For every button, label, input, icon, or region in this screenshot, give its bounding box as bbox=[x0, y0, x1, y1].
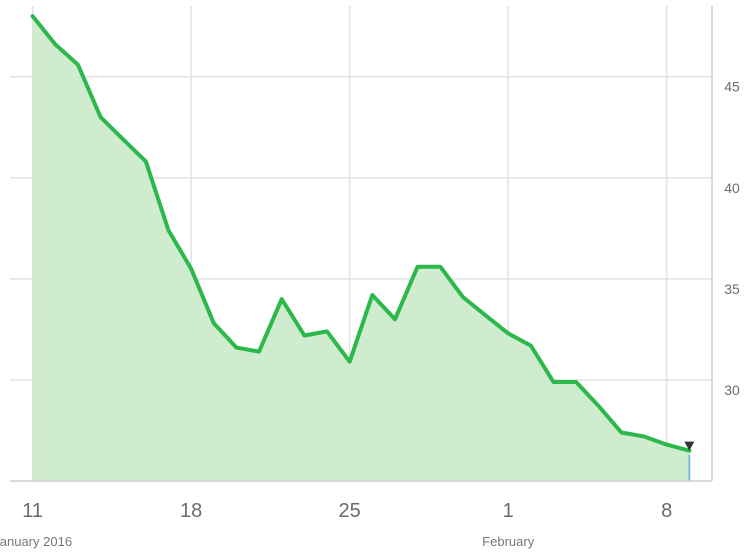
last-value-triangle bbox=[684, 441, 695, 451]
y-tick-label: 45 bbox=[724, 79, 740, 95]
area-path bbox=[32, 16, 690, 481]
x-tick-label: 25 bbox=[339, 500, 361, 522]
line-path bbox=[30, 14, 692, 453]
x-tick-label: 8 bbox=[661, 500, 672, 522]
x-sublabel: February bbox=[482, 534, 535, 549]
y-tick-label: 40 bbox=[724, 180, 740, 196]
x-tick-label: 1 bbox=[503, 500, 514, 522]
y-tick-label: 30 bbox=[724, 382, 740, 398]
x-sublabel: January 2016 bbox=[0, 534, 72, 549]
axes bbox=[10, 6, 713, 482]
area-fill bbox=[32, 16, 690, 481]
x-tick-label: 11 bbox=[22, 500, 43, 522]
price-line bbox=[30, 14, 692, 453]
x-tick-label: 18 bbox=[180, 500, 202, 522]
y-tick-label: 35 bbox=[724, 281, 740, 297]
last-value-marker bbox=[684, 441, 695, 481]
